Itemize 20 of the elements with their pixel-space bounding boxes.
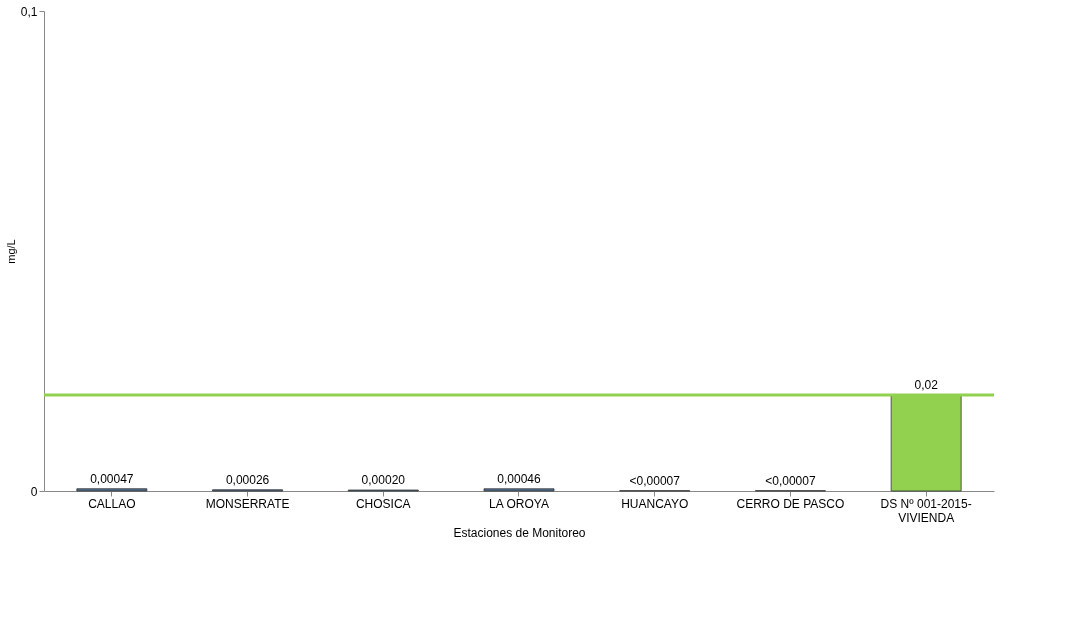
x-tick-label: DS Nº 001-2015-VIVIENDA: [880, 496, 972, 525]
bar: [483, 488, 555, 492]
x-tick-label: MONSERRATE: [205, 496, 290, 511]
data-label: 0,00020: [361, 473, 406, 488]
y-tick-label: 0,1: [20, 4, 38, 19]
x-tick-label: CHOSICA: [355, 496, 411, 511]
data-label: <0,00007: [765, 473, 816, 488]
x-tick-label: HUANCAYO: [621, 496, 689, 511]
data-label: <0,00007: [629, 473, 681, 488]
y-tick-label: 0: [30, 484, 38, 499]
data-label: 0,00026: [225, 472, 270, 487]
x-axis-title: Estaciones de Monitoreo: [453, 525, 586, 540]
x-tick-label: LA OROYA: [489, 496, 549, 511]
y-axis-title: mg/L: [4, 239, 17, 264]
x-tick-label: CALLAO: [88, 496, 136, 511]
data-label: 0,00046: [497, 471, 542, 486]
bar: [76, 488, 148, 492]
x-tick-label: CERRO DE PASCO: [736, 496, 845, 511]
data-label: 0,00047: [90, 471, 134, 486]
data-label: 0,02: [914, 378, 939, 392]
